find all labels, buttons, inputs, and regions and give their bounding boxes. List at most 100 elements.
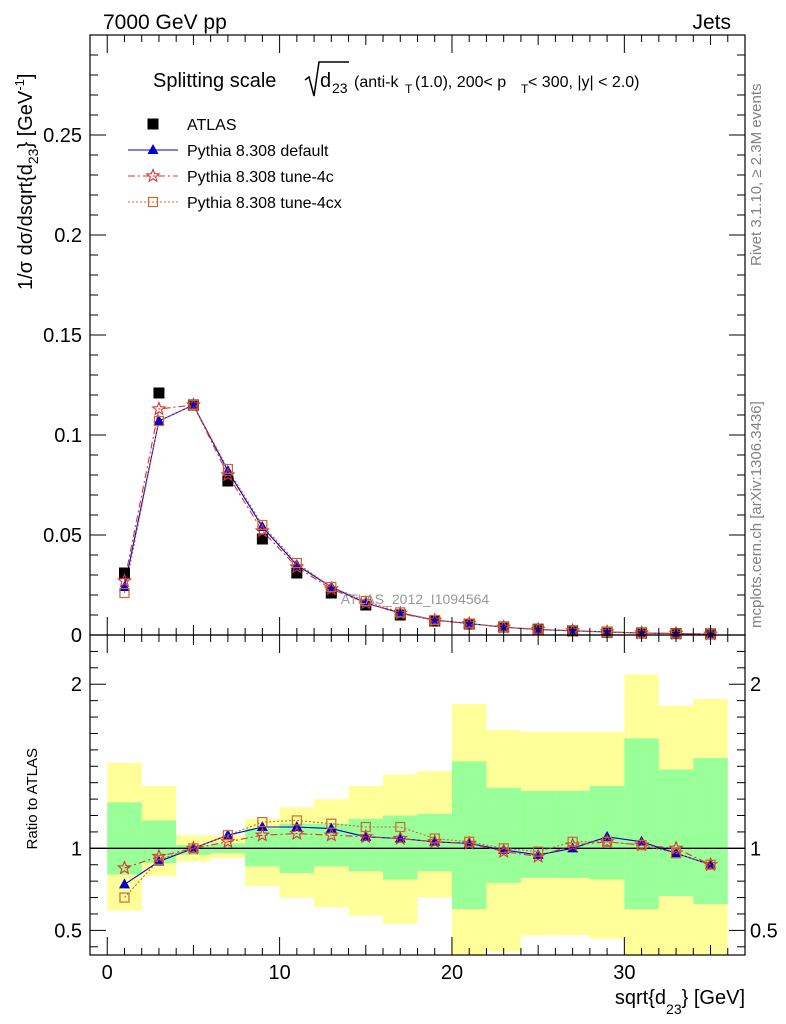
inner-band-bin (107, 802, 142, 875)
main-ylabel: 1/σ dσ/dsqrt{d23} [GeV-1] (12, 74, 41, 290)
inner-band-bin (693, 758, 728, 905)
y-tick-label: 0.05 (43, 525, 82, 547)
mc-point (291, 559, 303, 569)
ratio-point (326, 818, 337, 829)
ratio-point (636, 839, 647, 851)
data-point (291, 567, 303, 579)
inner-band-bin (555, 790, 590, 878)
y-tick-label: 0.15 (43, 325, 82, 347)
legend: ATLAS Pythia 8.308 default Pythia 8.308 tu… (128, 117, 342, 212)
ratio-y-tick-label-right: 0.5 (750, 920, 778, 942)
legend-marker (147, 118, 159, 130)
ratio-y-tick-label-left: 2 (71, 674, 82, 696)
ratio-point (533, 846, 544, 857)
ratio-point (668, 840, 684, 855)
ratio-point (153, 855, 165, 866)
ratio-point (119, 892, 130, 903)
ratio-point (705, 859, 716, 870)
mc-point (119, 587, 130, 599)
y-tick-label: 0.2 (54, 225, 82, 247)
legend-marker (147, 196, 159, 208)
ratio-point (188, 843, 199, 854)
ratio-point (118, 878, 130, 889)
ylabel-main: 1/σ dσ/dsqrt{d (15, 164, 37, 290)
legend-label: Pythia 8.308 tune-4cx (187, 195, 342, 212)
ylabel-sup: -1 (12, 79, 27, 91)
mc-point (151, 400, 167, 416)
ratio-point (395, 821, 406, 833)
ylabel-end: ] (15, 74, 37, 80)
mc-point (326, 581, 337, 593)
y-tick-label: 0 (71, 625, 82, 647)
legend-marker (147, 144, 159, 154)
mc-point (153, 415, 165, 425)
xlabel-sub: 23 (666, 1001, 682, 1017)
mc-point (395, 607, 406, 618)
title-p-sub: T (521, 82, 529, 96)
header-left: 7000 GeV pp (103, 11, 227, 34)
mc-point (188, 399, 199, 411)
title-sqrt-sub: 23 (332, 80, 348, 96)
ratio-point (116, 860, 133, 875)
title-sqrt-base: d (320, 70, 331, 92)
ratio-point (289, 825, 305, 841)
data-point (325, 587, 337, 599)
mc-point (291, 557, 302, 569)
ratio-point (360, 821, 371, 833)
data-point (256, 533, 268, 545)
ratio-point (392, 830, 408, 845)
ratio-series-line (124, 819, 711, 898)
mc-point (360, 595, 371, 607)
x-tick-label: 30 (613, 962, 635, 984)
legend-marker (145, 167, 161, 183)
ratio-point (222, 830, 233, 841)
ratio-point (358, 828, 374, 844)
ratio-point (670, 847, 682, 858)
ylabel-sub: 23 (25, 148, 41, 164)
mc-point (222, 463, 233, 475)
ylabel-close: } [GeV (15, 90, 37, 148)
inner-band-bin (486, 787, 521, 883)
ratio-point (153, 854, 165, 865)
inner-band-bin (520, 790, 556, 878)
ratio-point (602, 836, 613, 847)
title-prefix: Splitting scale (153, 70, 276, 92)
data-point (222, 475, 234, 487)
mc-point (325, 581, 337, 591)
ratio-point (257, 816, 268, 828)
ratio-y-tick-label-left: 1 (71, 838, 82, 860)
mc-point (429, 614, 440, 626)
mc-point (116, 572, 133, 588)
ratio-point (291, 815, 302, 826)
ratio-ylabel: Ratio to ATLAS (24, 748, 41, 849)
x-tick-label: 10 (268, 962, 290, 984)
inner-band-bin (658, 769, 694, 896)
ratio-y-tick-label-right: 1 (750, 838, 761, 860)
ratio-point (464, 836, 475, 847)
sqrt-sign (304, 61, 349, 97)
main-panel: 0 0.05 0.1 0.15 0.2 0.25 (43, 34, 746, 647)
legend-label: Pythia 8.308 default (187, 143, 329, 160)
y-tick-label: 0.1 (54, 425, 82, 447)
ratio-panel: 0 10 20 30 0.5 0.5 1 1 2 2 (54, 634, 778, 984)
analysis-watermark: ATLAS_2012_I1094564 (341, 591, 490, 607)
header-right: Jets (692, 11, 731, 34)
legend-label: Pythia 8.308 tune-4c (187, 169, 334, 186)
x-tick-label: 0 (102, 962, 113, 984)
ratio-point (254, 827, 270, 842)
ratio-point (323, 827, 339, 842)
main-series-line (123, 404, 711, 635)
ratio-y-tick-label-left: 0.5 (54, 920, 82, 942)
mc-point (153, 415, 165, 427)
xlabel: sqrt{d23} [GeV] (615, 987, 745, 1017)
ratio-point (670, 848, 682, 859)
plot-title: Splitting scale d 23 (anti-k T (1.0), 20… (153, 61, 640, 97)
mcplots-label: mcplots.cern.ch [arXiv:1306.3436] (748, 401, 765, 628)
ratio-point (498, 843, 509, 854)
inner-band-bin (624, 738, 659, 910)
legend-label: ATLAS (187, 117, 237, 134)
mc-point (257, 519, 268, 531)
x-tick-label: 20 (441, 962, 463, 984)
ratio-y-tick-label-right: 2 (750, 674, 761, 696)
